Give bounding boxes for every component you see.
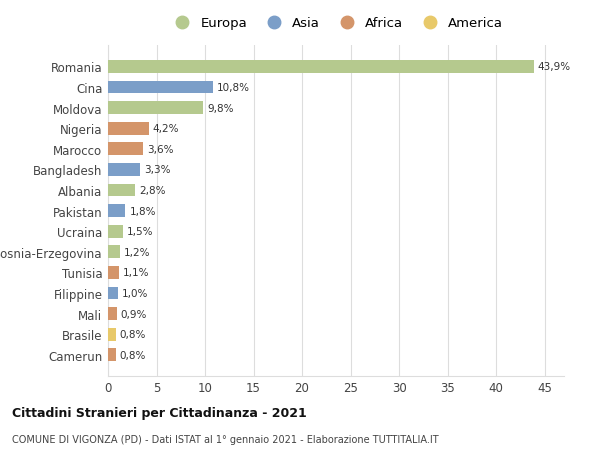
Text: COMUNE DI VIGONZA (PD) - Dati ISTAT al 1° gennaio 2021 - Elaborazione TUTTITALIA: COMUNE DI VIGONZA (PD) - Dati ISTAT al 1…: [12, 434, 439, 444]
Text: 3,3%: 3,3%: [144, 165, 170, 175]
Text: 0,9%: 0,9%: [121, 309, 147, 319]
Text: 43,9%: 43,9%: [538, 62, 571, 72]
Bar: [108, 225, 122, 238]
Text: 2,8%: 2,8%: [139, 185, 166, 196]
Bar: [108, 184, 135, 197]
Bar: [108, 123, 149, 135]
Bar: [108, 102, 203, 115]
Bar: [108, 61, 534, 73]
Bar: [108, 205, 125, 218]
Bar: [108, 287, 118, 300]
Text: 1,5%: 1,5%: [127, 227, 153, 237]
Bar: [108, 164, 140, 176]
Bar: [108, 328, 116, 341]
Text: 1,2%: 1,2%: [124, 247, 150, 257]
Legend: Europa, Asia, Africa, America: Europa, Asia, Africa, America: [166, 15, 506, 33]
Bar: [108, 81, 213, 94]
Text: 1,0%: 1,0%: [122, 288, 148, 298]
Bar: [108, 246, 119, 258]
Bar: [108, 143, 143, 156]
Text: 9,8%: 9,8%: [207, 103, 233, 113]
Text: 10,8%: 10,8%: [217, 83, 250, 93]
Text: 3,6%: 3,6%: [147, 145, 173, 155]
Text: Cittadini Stranieri per Cittadinanza - 2021: Cittadini Stranieri per Cittadinanza - 2…: [12, 406, 307, 419]
Text: 1,1%: 1,1%: [122, 268, 149, 278]
Bar: [108, 349, 116, 361]
Text: 1,8%: 1,8%: [130, 206, 156, 216]
Text: 0,8%: 0,8%: [119, 330, 146, 339]
Text: 4,2%: 4,2%: [152, 124, 179, 134]
Text: 0,8%: 0,8%: [119, 350, 146, 360]
Bar: [108, 266, 119, 279]
Bar: [108, 308, 117, 320]
